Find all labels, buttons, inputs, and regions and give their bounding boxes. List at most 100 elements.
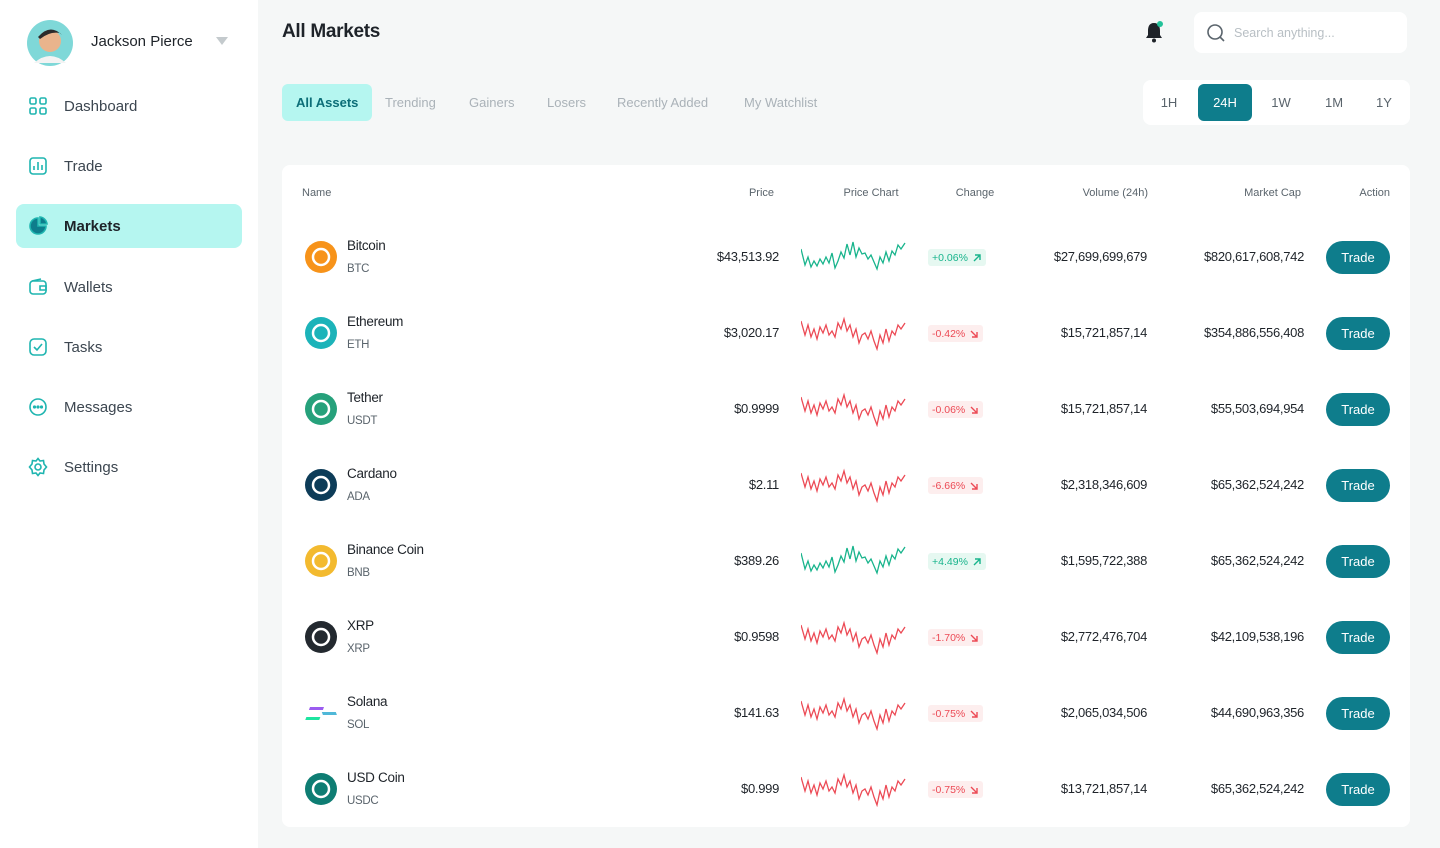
- coin-icon: [305, 545, 337, 577]
- page-title: All Markets: [282, 21, 381, 42]
- timeframe-option[interactable]: 24H: [1198, 84, 1252, 121]
- notification-bell[interactable]: [1143, 20, 1165, 44]
- coin-symbol: XRP: [347, 643, 370, 655]
- nav-item[interactable]: Dashboard: [16, 84, 242, 128]
- column-header: Change: [955, 187, 995, 199]
- coin-symbol: USDT: [347, 415, 378, 427]
- nav-icon: [29, 97, 47, 115]
- price: $43,513.92: [716, 249, 779, 264]
- nav-icon: [28, 457, 48, 477]
- change-badge: -0.06%: [928, 401, 984, 418]
- nav-item[interactable]: Markets: [16, 204, 242, 248]
- volume: $15,721,857,14: [1060, 401, 1147, 416]
- coin-symbol: SOL: [347, 719, 370, 731]
- volume: $15,721,857,14: [1060, 325, 1147, 340]
- filter-tab[interactable]: Gainers: [469, 95, 515, 110]
- timeframe-switch: [1143, 80, 1410, 125]
- change-badge: -0.42%: [928, 325, 984, 342]
- coin-icon: [305, 469, 337, 501]
- avatar[interactable]: [26, 19, 74, 67]
- trade-button[interactable]: Trade: [1326, 697, 1390, 730]
- change-badge: -6.66%: [928, 477, 984, 494]
- nav-label: Wallets: [64, 278, 113, 296]
- trade-button[interactable]: Trade: [1326, 241, 1390, 274]
- market-cap: $65,362,524,242: [1210, 477, 1304, 492]
- change-value: -0.75%: [932, 707, 966, 720]
- timeframe-option[interactable]: 1M: [1324, 95, 1344, 110]
- nav-icon: [29, 216, 48, 235]
- sparkline: [801, 318, 906, 350]
- user-name[interactable]: Jackson Pierce: [91, 33, 193, 50]
- timeframe-option[interactable]: 1H: [1160, 95, 1178, 110]
- change-value: +0.06%: [932, 251, 968, 264]
- volume: $2,318,346,609: [1060, 477, 1147, 492]
- search-placeholder: Search anything...: [1234, 25, 1335, 40]
- price: $0.9999: [734, 401, 779, 416]
- nav-label: Tasks: [64, 338, 103, 356]
- sparkline: [801, 622, 906, 654]
- market-cap: $65,362,524,242: [1210, 781, 1304, 796]
- change-badge: +0.06%: [928, 249, 986, 266]
- coin-name: Tether: [347, 390, 383, 405]
- change-value: -1.70%: [932, 631, 966, 644]
- timeframe-option[interactable]: 1Y: [1376, 95, 1392, 110]
- coin-symbol: BTC: [347, 263, 370, 275]
- coin-name: USD Coin: [347, 770, 405, 785]
- filter-tab[interactable]: My Watchlist: [744, 95, 818, 110]
- trade-button[interactable]: Trade: [1326, 621, 1390, 654]
- volume: $27,699,699,679: [1053, 249, 1147, 264]
- market-cap: $354,886,556,408: [1203, 325, 1304, 340]
- filter-tab[interactable]: Trending: [385, 95, 436, 110]
- trade-button[interactable]: Trade: [1326, 393, 1390, 426]
- sidebar: Jackson Pierce Dashboard Trade Markets Wall…: [0, 0, 258, 848]
- nav-icon: [29, 398, 47, 416]
- sparkline: [801, 394, 906, 426]
- change-badge: -1.70%: [928, 629, 984, 646]
- column-header: Volume (24h): [1082, 187, 1148, 199]
- change-value: -6.66%: [932, 479, 966, 492]
- market-cap: $44,690,963,356: [1210, 705, 1304, 720]
- coin-icon: [305, 241, 337, 273]
- search-icon: [1207, 23, 1225, 42]
- filter-tab[interactable]: All Assets: [282, 84, 373, 121]
- trade-button[interactable]: Trade: [1326, 317, 1390, 350]
- sparkline: [801, 470, 906, 502]
- nav-item[interactable]: Messages: [16, 385, 242, 429]
- search-box[interactable]: Search anything...: [1194, 12, 1407, 53]
- coin-name: XRP: [347, 618, 374, 633]
- column-header: Market Cap: [1244, 187, 1301, 199]
- filter-tab[interactable]: Recently Added: [617, 95, 709, 110]
- column-header: Price Chart: [843, 187, 899, 199]
- change-value: -0.75%: [932, 783, 966, 796]
- volume: $2,772,476,704: [1060, 629, 1147, 644]
- trade-button[interactable]: Trade: [1326, 545, 1390, 578]
- nav-item[interactable]: Tasks: [16, 325, 242, 369]
- trade-button[interactable]: Trade: [1326, 773, 1390, 806]
- coin-name: Cardano: [347, 466, 397, 481]
- timeframe-option[interactable]: 1W: [1271, 95, 1291, 110]
- nav-label: Markets: [64, 217, 121, 235]
- dropdown-icon[interactable]: [216, 37, 228, 45]
- price: $141.63: [734, 705, 779, 720]
- trade-button[interactable]: Trade: [1326, 469, 1390, 502]
- coin-name: Solana: [347, 694, 388, 709]
- change-badge: -0.75%: [928, 781, 984, 798]
- change-arrow: [970, 710, 978, 718]
- coin-symbol: BNB: [347, 567, 370, 579]
- coin-name: Bitcoin: [347, 238, 386, 253]
- nav-item[interactable]: Trade: [16, 144, 242, 188]
- markets-table: [282, 165, 1410, 827]
- nav-label: Dashboard: [64, 97, 138, 115]
- coin-icon: [305, 317, 337, 349]
- coin-symbol: USDC: [347, 795, 379, 807]
- nav-item[interactable]: Wallets: [16, 265, 242, 309]
- change-badge: -0.75%: [928, 705, 984, 722]
- filter-tab[interactable]: Losers: [547, 95, 587, 110]
- nav-item[interactable]: Settings: [16, 445, 242, 489]
- market-cap: $820,617,608,742: [1203, 249, 1304, 264]
- coin-symbol: ETH: [347, 339, 370, 351]
- market-cap: $42,109,538,196: [1210, 629, 1304, 644]
- sparkline: [801, 241, 906, 270]
- nav-icon: [29, 338, 47, 356]
- price: $0.999: [741, 781, 779, 796]
